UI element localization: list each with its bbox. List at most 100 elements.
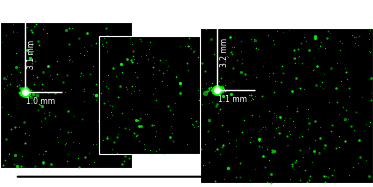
Point bbox=[215, 90, 221, 93]
Point bbox=[215, 88, 221, 91]
Point bbox=[26, 134, 32, 137]
Point bbox=[217, 107, 223, 110]
Point bbox=[18, 165, 24, 168]
Point bbox=[342, 67, 348, 70]
Point bbox=[269, 151, 275, 154]
Point bbox=[177, 82, 183, 85]
Point bbox=[22, 43, 28, 46]
Point bbox=[210, 91, 216, 94]
Point bbox=[8, 114, 14, 117]
Point bbox=[118, 63, 124, 66]
Point bbox=[90, 92, 96, 95]
Point bbox=[114, 151, 120, 154]
Point bbox=[106, 146, 112, 149]
Point bbox=[229, 45, 235, 48]
Point bbox=[32, 164, 38, 167]
Point bbox=[342, 117, 348, 120]
Point bbox=[213, 85, 219, 88]
Point bbox=[24, 91, 30, 94]
Point bbox=[145, 57, 151, 60]
Point bbox=[41, 152, 47, 155]
Point bbox=[253, 46, 259, 49]
Point bbox=[186, 45, 192, 47]
Point bbox=[116, 113, 122, 116]
Point bbox=[214, 89, 220, 92]
Point bbox=[23, 94, 29, 97]
Point bbox=[39, 104, 45, 107]
Point bbox=[129, 42, 135, 45]
Point bbox=[168, 125, 174, 128]
Point bbox=[104, 125, 110, 128]
Point bbox=[273, 113, 279, 116]
Point bbox=[209, 86, 214, 89]
Point bbox=[306, 179, 312, 182]
Point bbox=[220, 87, 226, 90]
Point bbox=[160, 71, 166, 74]
Point bbox=[199, 102, 205, 105]
Point bbox=[345, 118, 351, 121]
Point bbox=[285, 144, 291, 147]
Point bbox=[343, 109, 349, 112]
Point bbox=[205, 90, 211, 93]
Point bbox=[103, 40, 109, 43]
Point bbox=[7, 83, 13, 86]
Point bbox=[37, 103, 43, 106]
Point bbox=[329, 129, 335, 132]
Point bbox=[219, 87, 225, 90]
Point bbox=[244, 78, 250, 81]
Point bbox=[212, 87, 218, 90]
Point bbox=[269, 148, 275, 151]
Point bbox=[344, 77, 350, 80]
Point bbox=[14, 162, 20, 165]
Point bbox=[3, 34, 9, 37]
Point bbox=[24, 91, 30, 94]
Point bbox=[105, 87, 111, 90]
Point bbox=[22, 63, 28, 66]
Point bbox=[292, 77, 298, 80]
Point bbox=[22, 91, 28, 94]
Point bbox=[27, 56, 33, 59]
Point bbox=[4, 84, 10, 87]
Point bbox=[213, 89, 219, 92]
Point bbox=[200, 163, 206, 166]
Point bbox=[350, 165, 356, 168]
Point bbox=[263, 127, 269, 130]
Point bbox=[351, 35, 357, 38]
Point bbox=[39, 88, 45, 91]
Point bbox=[0, 105, 5, 108]
Point bbox=[363, 123, 369, 126]
Point bbox=[213, 90, 219, 93]
Point bbox=[165, 65, 171, 68]
Point bbox=[93, 99, 99, 102]
Point bbox=[131, 90, 137, 93]
Point bbox=[264, 180, 270, 183]
Point bbox=[153, 87, 159, 90]
Point bbox=[18, 91, 23, 94]
Point bbox=[185, 45, 191, 47]
Point bbox=[153, 130, 159, 133]
Point bbox=[222, 177, 228, 180]
Point bbox=[53, 115, 59, 118]
Point bbox=[172, 101, 178, 104]
Point bbox=[256, 48, 261, 51]
Point bbox=[82, 156, 88, 159]
Point bbox=[138, 40, 144, 43]
Point bbox=[210, 88, 216, 91]
Point bbox=[12, 154, 18, 157]
Point bbox=[297, 149, 303, 152]
Point bbox=[210, 38, 216, 41]
Point bbox=[265, 33, 271, 36]
Point bbox=[21, 120, 27, 123]
Point bbox=[173, 76, 179, 79]
Point bbox=[248, 94, 254, 97]
Point bbox=[366, 174, 372, 177]
Point bbox=[98, 51, 104, 54]
Point bbox=[146, 48, 152, 51]
Point bbox=[103, 87, 109, 90]
Point bbox=[135, 88, 141, 91]
Point bbox=[337, 49, 343, 52]
Point bbox=[206, 118, 212, 121]
Point bbox=[67, 58, 73, 61]
Point bbox=[289, 164, 295, 167]
Point bbox=[260, 65, 266, 68]
